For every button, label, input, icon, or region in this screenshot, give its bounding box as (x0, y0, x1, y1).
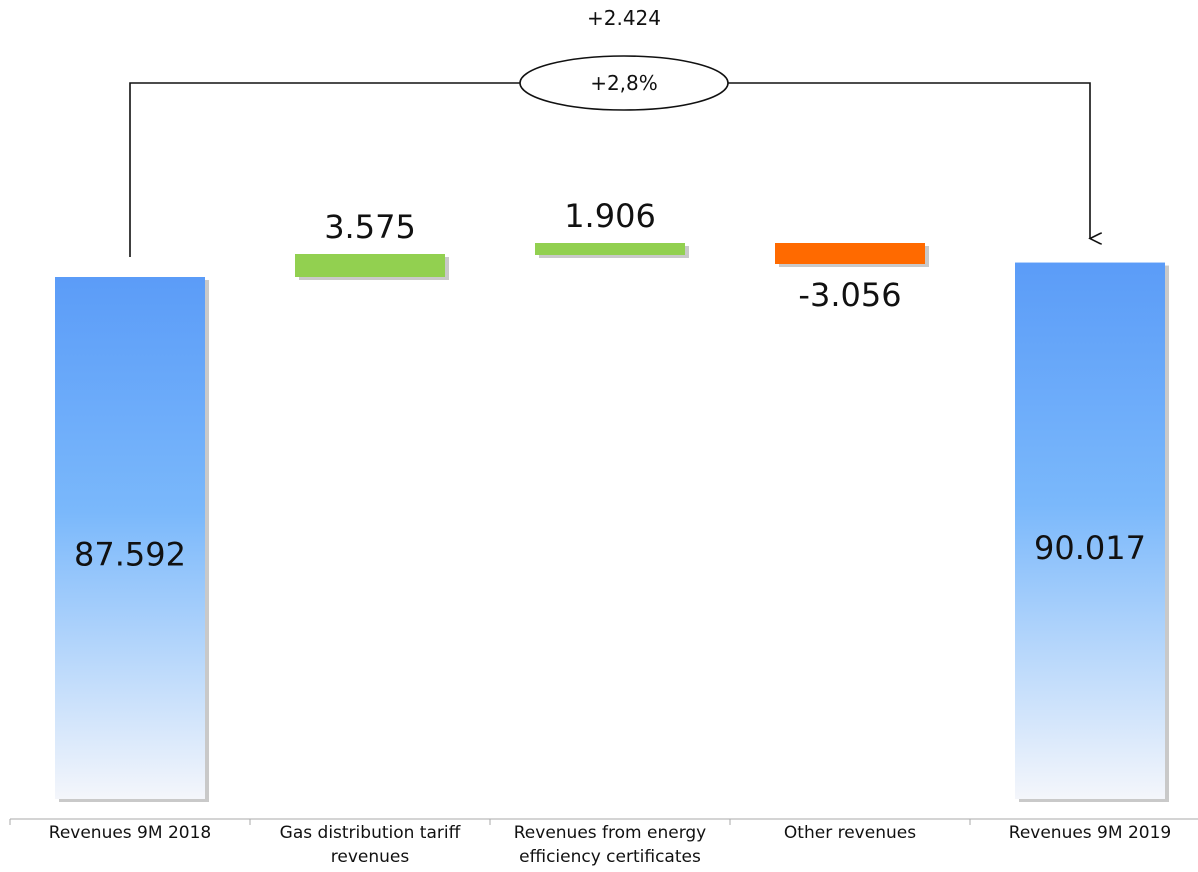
change-percent-oval (519, 55, 729, 111)
category-label-2: Revenues from energy efficiency certifica… (514, 823, 707, 867)
bar-4 (1015, 262, 1165, 799)
bracket-right-arrow (728, 82, 1090, 239)
category-label-0: Revenues 9M 2018 (49, 823, 211, 843)
bracket-left-line (129, 82, 520, 257)
bar-3 (775, 243, 925, 264)
bar-1 (295, 254, 445, 277)
category-label-1: Gas distribution tariff revenues (280, 823, 462, 867)
category-label-4: Revenues 9M 2019 (1009, 823, 1171, 843)
value-label-0: 87.592 (74, 536, 186, 574)
change-value-label: +2.424 (587, 6, 661, 30)
value-label-4: 90.017 (1034, 529, 1146, 567)
value-label-1: 3.575 (324, 208, 416, 246)
category-label-3: Other revenues (784, 823, 916, 843)
bar-0 (55, 277, 205, 799)
value-label-3: -3.056 (798, 276, 901, 314)
bar-2 (535, 243, 685, 255)
value-label-2: 1.906 (564, 197, 656, 235)
change-percent-label: +2,8% (590, 71, 658, 95)
